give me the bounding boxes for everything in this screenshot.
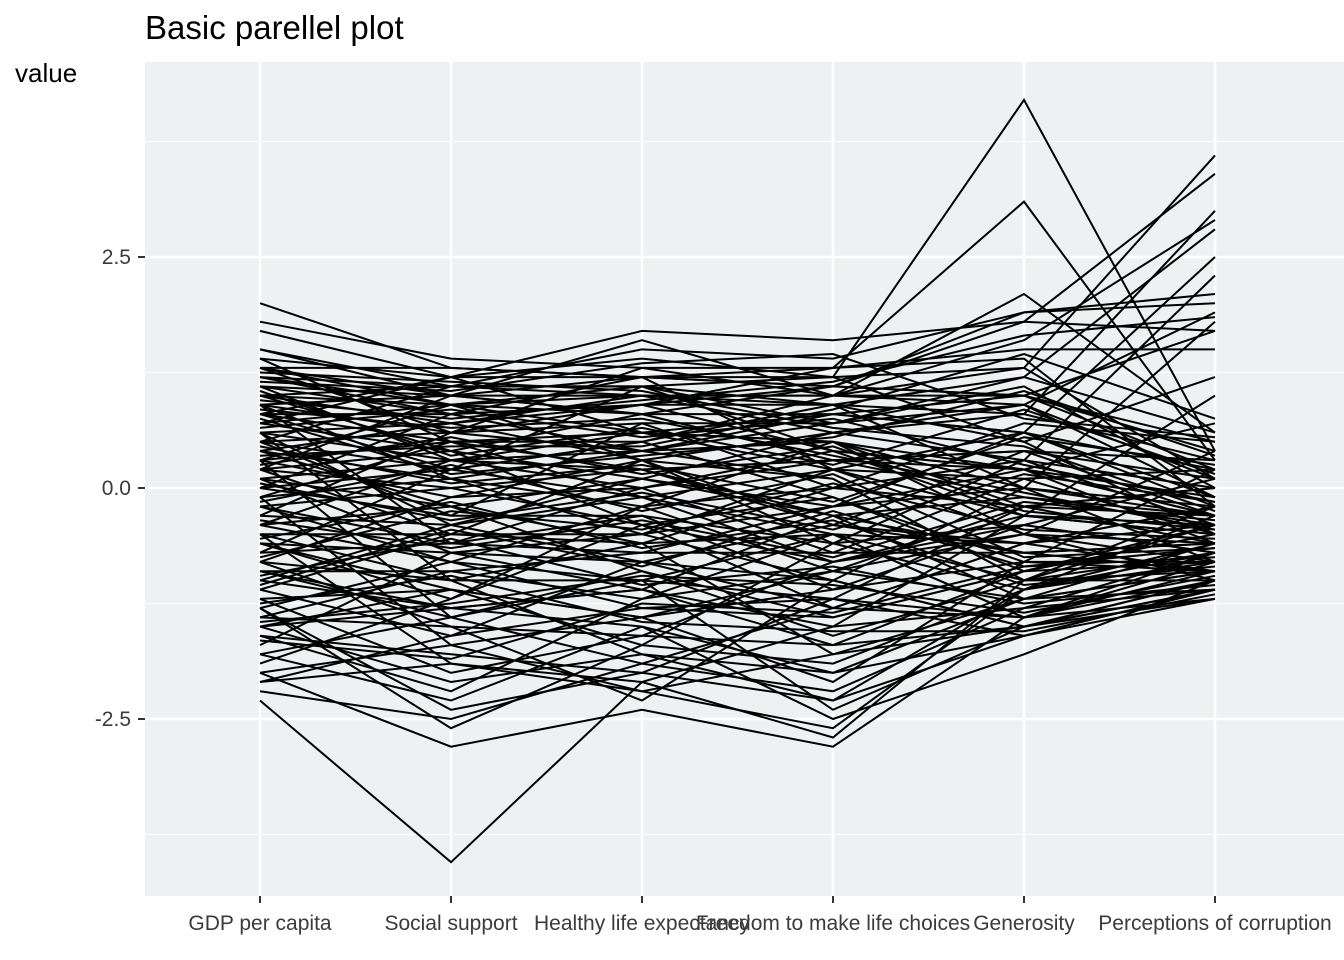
series-line-113 xyxy=(259,500,1216,587)
axes: -2.5 0.0 2.5 GDP per capita Social support He… xyxy=(95,246,1332,935)
x-tick-label-5: Perceptions of corruption xyxy=(1098,912,1331,935)
series-line-5 xyxy=(260,200,1216,461)
y-tick-label-1: 0.0 xyxy=(102,477,131,500)
series-line-13 xyxy=(259,274,1216,462)
series-line-89 xyxy=(259,533,1215,693)
series-line-127 xyxy=(259,352,1216,457)
series-line-85 xyxy=(259,496,1216,628)
chart-title: Basic parellel plot xyxy=(145,9,404,46)
series-line-47 xyxy=(259,588,1216,702)
x-tick-label-3: Freedom to make life choices xyxy=(696,912,970,935)
y-tick-label-2: 2.5 xyxy=(102,246,131,269)
series-line-125 xyxy=(259,574,1216,623)
series-line-121 xyxy=(259,482,1216,559)
series-line-116 xyxy=(259,436,1216,503)
series-line-109 xyxy=(259,352,1216,439)
series-line-22 xyxy=(259,431,1216,536)
series-line-72 xyxy=(259,468,1216,619)
series-line-91 xyxy=(259,570,1216,674)
series-line-62 xyxy=(259,366,1216,480)
series-line-122 xyxy=(259,510,1216,586)
series-line-2 xyxy=(259,320,1216,379)
series-line-115 xyxy=(259,574,1216,633)
series-line-123 xyxy=(259,371,1216,513)
y-axis-title: value xyxy=(15,58,77,88)
series-line-111 xyxy=(259,436,1216,531)
series-line-99 xyxy=(259,385,1216,462)
series-line-71 xyxy=(259,533,1216,674)
series-lines xyxy=(259,97,1216,864)
series-line-120 xyxy=(259,389,1216,476)
series-line-104 xyxy=(259,533,1216,610)
series-line-106 xyxy=(259,579,1216,665)
series-line-108 xyxy=(259,316,1216,420)
series-line-92 xyxy=(259,533,1216,702)
x-tick-label-2: Healthy life expectancy xyxy=(534,912,750,935)
series-line-112 xyxy=(259,463,1216,559)
series-line-6 xyxy=(259,292,1216,434)
series-line-51 xyxy=(259,551,1216,864)
series-line-49 xyxy=(259,597,1216,748)
series-line-107 xyxy=(259,597,1216,693)
series-line-114 xyxy=(259,537,1216,605)
series-line-96 xyxy=(259,366,1216,591)
series-line-105 xyxy=(259,570,1216,628)
series-line-117 xyxy=(259,473,1216,531)
series-line-79 xyxy=(259,376,1216,582)
x-tick-label-4: Generosity xyxy=(973,912,1075,935)
series-line-94 xyxy=(259,431,1216,610)
y-tick-label-0: -2.5 xyxy=(95,708,131,731)
series-line-100 xyxy=(259,413,1216,499)
series-line-98 xyxy=(259,385,1216,499)
series-line-126 xyxy=(259,547,1216,660)
series-line-75 xyxy=(259,357,1216,517)
x-tick-label-1: Social support xyxy=(384,912,517,935)
series-line-70 xyxy=(259,486,1216,702)
series-line-124 xyxy=(259,408,1216,531)
series-line-83 xyxy=(259,505,1216,610)
x-tick-label-0: GDP per capita xyxy=(188,912,332,935)
